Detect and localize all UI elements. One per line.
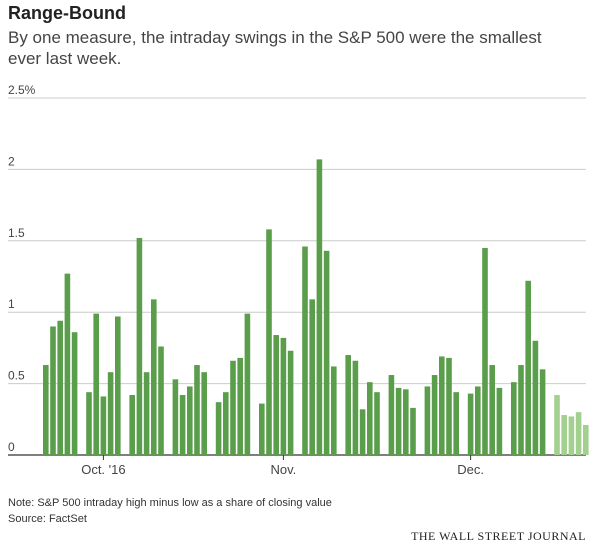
bar	[467, 393, 474, 455]
bar	[115, 316, 121, 455]
bar	[475, 386, 481, 455]
bar	[352, 360, 359, 455]
bar	[230, 360, 236, 455]
bar	[259, 403, 265, 455]
bar	[568, 416, 575, 455]
bar	[374, 392, 380, 455]
bar	[367, 382, 373, 455]
bar	[143, 372, 150, 455]
chart-subtitle: By one measure, the intraday swings in t…	[8, 28, 542, 68]
bar	[316, 159, 323, 455]
publisher-logo: THE WALL STREET JOURNAL	[411, 529, 586, 543]
bar	[136, 237, 143, 455]
y-tick-label: 1	[8, 297, 15, 311]
bar	[273, 335, 279, 455]
bar	[331, 366, 337, 455]
bar	[158, 346, 164, 455]
bar	[107, 372, 114, 455]
bar	[100, 396, 107, 455]
bar	[518, 365, 524, 455]
y-tick-labels: 0 0.5 1 1.5 2 2.5%	[8, 83, 36, 454]
bar	[287, 350, 294, 455]
bar	[50, 326, 56, 455]
y-tick-label: 1.5	[8, 226, 25, 240]
bar	[403, 389, 409, 455]
y-tick-label: 2.5%	[8, 83, 36, 97]
bar	[359, 409, 366, 455]
bar	[43, 365, 49, 455]
bar	[554, 395, 560, 455]
bar	[575, 412, 582, 455]
bar	[439, 356, 445, 455]
bar	[64, 273, 71, 455]
bar	[215, 402, 222, 455]
bar	[395, 387, 402, 455]
bar	[388, 375, 395, 455]
bar	[431, 375, 438, 455]
x-tick-label: Oct. '16	[81, 462, 125, 477]
x-tick-label: Dec.	[457, 462, 484, 477]
bar	[179, 395, 186, 455]
bar	[532, 340, 539, 455]
chart-source: Source: FactSet	[8, 513, 87, 525]
bar	[424, 386, 431, 455]
bar	[223, 392, 229, 455]
bar	[561, 415, 567, 455]
bar	[583, 425, 589, 455]
bar	[86, 392, 92, 455]
bar	[71, 332, 78, 455]
bar	[194, 365, 200, 455]
chart-title: Range-Bound	[8, 3, 126, 23]
x-tick-labels: Oct. '16 Nov. Dec.	[81, 455, 484, 477]
bar	[496, 387, 503, 455]
y-tick-label: 0.5	[8, 369, 25, 383]
bar	[302, 246, 308, 455]
bar	[453, 392, 459, 455]
bar	[511, 382, 517, 455]
bar	[309, 299, 315, 455]
bar	[151, 299, 157, 455]
bar	[539, 369, 546, 455]
bar	[172, 379, 179, 455]
bar	[129, 395, 135, 455]
bar	[266, 229, 272, 455]
bar	[237, 357, 243, 455]
bar	[244, 313, 251, 455]
bar	[187, 386, 193, 455]
bars	[43, 159, 589, 455]
bar	[482, 247, 488, 455]
bar	[525, 280, 531, 455]
bar	[489, 365, 495, 455]
bar	[345, 355, 351, 455]
x-tick-label: Nov.	[271, 462, 297, 477]
bar	[93, 313, 99, 455]
bar	[280, 337, 287, 455]
bar	[57, 320, 63, 455]
bar	[323, 250, 330, 455]
bar	[446, 357, 452, 455]
bar	[201, 372, 207, 455]
y-tick-label: 0	[8, 440, 15, 454]
bar-chart: 0 0.5 1 1.5 2 2.5% Oct. '16 Nov. Dec.	[8, 83, 589, 477]
y-tick-label: 2	[8, 154, 15, 168]
chart-note: Note: S&P 500 intraday high minus low as…	[8, 497, 332, 509]
bar	[410, 407, 416, 455]
